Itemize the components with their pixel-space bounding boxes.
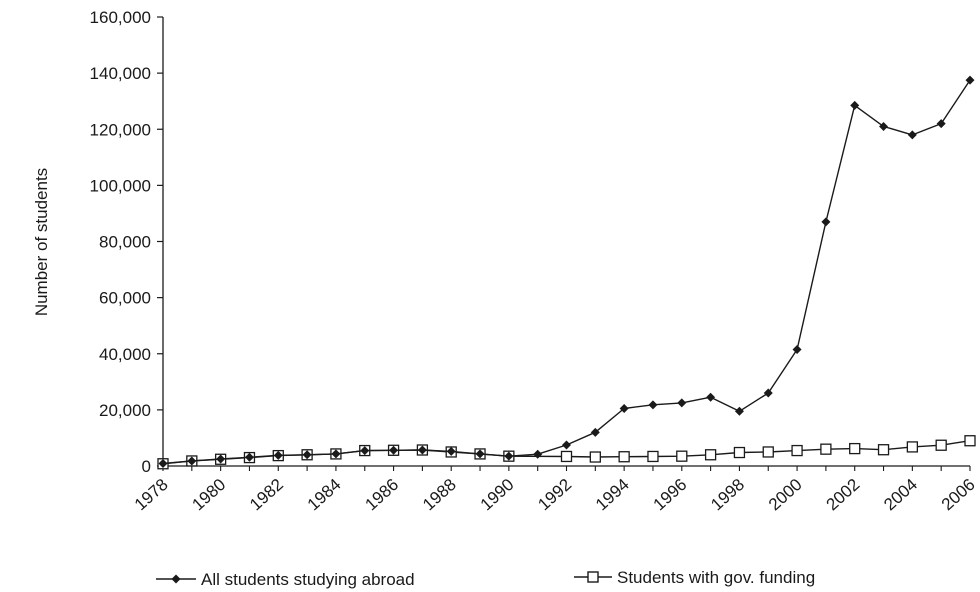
data-point-square <box>704 449 717 461</box>
x-tick-label: 1978 <box>131 475 172 514</box>
x-tick-label: 1990 <box>477 475 518 514</box>
data-point-diamond <box>648 400 658 410</box>
data-point-diamond <box>936 119 946 129</box>
data-point-square <box>849 442 861 455</box>
data-point-diamond <box>619 403 629 413</box>
x-tick-label: 1998 <box>707 475 748 514</box>
data-point-diamond <box>187 456 197 466</box>
series-all-students <box>158 75 975 468</box>
legend-marker-diamond-icon <box>171 574 181 584</box>
y-tick-label: 40,000 <box>99 345 151 364</box>
data-point-diamond <box>475 449 485 459</box>
data-point-square <box>589 451 601 463</box>
data-point-diamond <box>216 454 226 464</box>
y-tick-label: 20,000 <box>99 401 151 420</box>
x-tick-label: 1988 <box>419 475 460 514</box>
data-point-square <box>906 441 919 453</box>
data-point-diamond <box>389 445 399 455</box>
data-point-diamond <box>244 452 254 462</box>
x-tick-label: 1994 <box>592 475 633 514</box>
x-tick-label: 2006 <box>938 475 979 514</box>
data-point-square <box>877 444 890 456</box>
y-axis-title: Number of students <box>32 168 51 316</box>
data-point-diamond <box>590 427 600 437</box>
data-point-diamond <box>302 450 312 460</box>
data-point-diamond <box>965 75 975 85</box>
data-point-square <box>676 450 688 462</box>
data-point-diamond <box>907 130 917 140</box>
data-point-diamond <box>763 388 773 398</box>
data-point-square <box>560 450 573 463</box>
legend-label-gov-funding: Students with gov. funding <box>617 568 815 587</box>
x-tick-label: 1980 <box>188 475 229 514</box>
legend: All students studying abroad Students wi… <box>156 568 815 589</box>
legend-marker-square-icon <box>587 571 599 583</box>
series-line <box>162 79 971 465</box>
data-point-diamond <box>331 449 341 459</box>
data-point-square <box>964 435 976 447</box>
x-tick-label: 1986 <box>361 475 402 514</box>
data-point-diamond <box>792 345 802 355</box>
data-point-diamond <box>879 121 889 131</box>
y-tick-label: 0 <box>142 457 151 476</box>
y-tick-label: 80,000 <box>99 233 151 252</box>
y-tick-label: 160,000 <box>90 8 151 27</box>
data-point-diamond <box>273 450 283 460</box>
y-tick-label: 100,000 <box>90 176 151 195</box>
data-point-square <box>647 450 659 463</box>
data-point-square <box>791 444 803 457</box>
x-tick-label: 1992 <box>534 475 575 514</box>
x-tick-label: 1996 <box>650 475 691 514</box>
y-tick-label: 60,000 <box>99 289 151 308</box>
data-point-diamond <box>821 217 831 227</box>
data-point-square <box>762 446 774 458</box>
data-point-diamond <box>417 445 427 455</box>
y-tick-label: 140,000 <box>90 64 151 83</box>
data-point-diamond <box>504 451 514 461</box>
y-axis: 0 20,000 40,000 60,000 80,000 100,000 120,000 1… <box>90 8 164 476</box>
data-point-diamond <box>706 392 716 402</box>
x-tick-label: 2000 <box>765 475 806 514</box>
x-tick-label: 1982 <box>246 475 287 514</box>
data-point-diamond <box>158 458 168 468</box>
x-axis: 1978 1980 1982 1984 1986 1988 1990 1992 1994 1996… <box>131 465 979 514</box>
data-point-square <box>820 443 832 455</box>
legend-label-all-students: All students studying abroad <box>201 570 415 589</box>
data-point-diamond <box>734 406 744 416</box>
data-point-diamond <box>360 446 370 456</box>
y-tick-label: 120,000 <box>90 120 151 139</box>
data-point-diamond <box>533 449 543 459</box>
x-tick-label: 1984 <box>304 475 345 514</box>
data-point-diamond <box>446 446 456 456</box>
data-point-square <box>618 451 630 463</box>
data-point-diamond <box>677 398 687 408</box>
x-tick-label: 2004 <box>880 475 921 514</box>
x-tick-label: 2002 <box>823 475 864 514</box>
data-point-square <box>733 446 746 459</box>
data-point-square <box>935 439 947 451</box>
series-layer <box>157 75 976 470</box>
data-point-diamond <box>850 100 860 110</box>
data-point-diamond <box>562 440 571 450</box>
